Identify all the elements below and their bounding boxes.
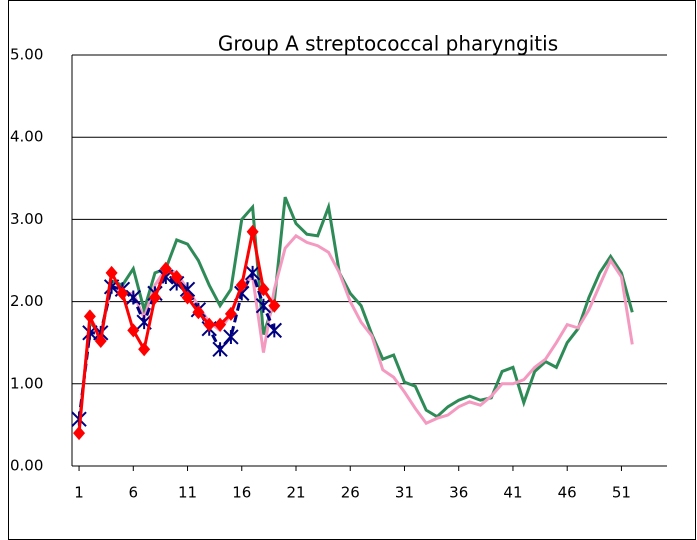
point [116,286,129,301]
y-tick-label: 5.00 [10,46,43,64]
x-tick-label: 16 [232,484,251,502]
point [125,289,141,306]
point [138,342,151,357]
point [127,323,140,338]
x-tick-label: 46 [558,484,577,502]
y-tick-label: 3.00 [10,210,43,228]
y-tick-label: 4.00 [10,128,43,146]
x-tick-label: 41 [503,484,522,502]
y-tick-label: 0.00 [10,457,43,475]
point [73,426,86,441]
point [244,265,261,281]
point [223,329,239,345]
series-line [77,231,276,434]
x-tick-label: 26 [341,484,360,502]
y-tick-label: 2.00 [10,292,43,310]
x-tick-label: 6 [129,484,139,502]
point [203,317,216,332]
point [94,334,107,349]
x-tick-label: 21 [286,484,305,502]
point [181,290,194,305]
point [257,282,270,297]
point [105,265,118,280]
point [214,317,227,332]
x-tick-label: 51 [612,484,631,502]
point [192,305,205,320]
point [224,306,237,321]
series-line [77,233,634,430]
point [255,298,272,314]
x-tick-label: 31 [395,484,414,502]
point [235,278,248,293]
x-tick-label: 36 [449,484,468,502]
point [83,309,96,324]
series-line [77,196,634,426]
x-tick-label: 1 [74,484,84,502]
point [266,322,283,339]
point [268,298,281,313]
point [159,261,172,276]
point [170,269,183,284]
y-tick-label: 1.00 [10,374,43,392]
chart-title: Group A streptococcal pharyngitis [218,32,558,56]
x-tick-label: 11 [178,484,197,502]
point [246,224,259,239]
point [148,290,161,305]
point [212,341,228,357]
